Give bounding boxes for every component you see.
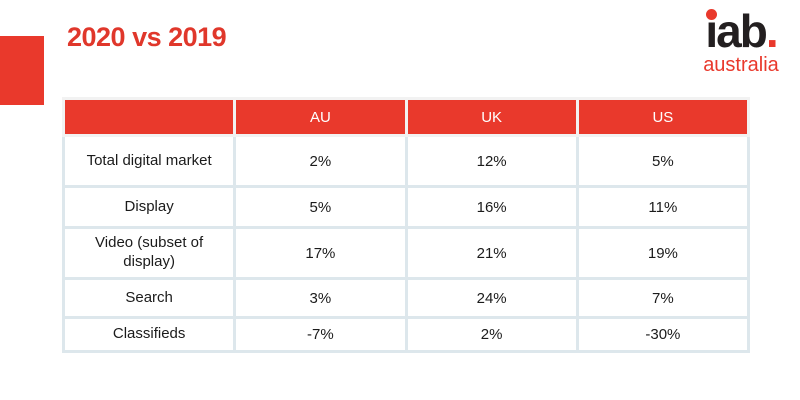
cell-value: 2% bbox=[233, 134, 408, 188]
logo-period: . bbox=[765, 5, 779, 57]
cell-value: 12% bbox=[404, 134, 579, 188]
red-accent-bar bbox=[0, 36, 44, 105]
header-row: AU UK US bbox=[61, 97, 751, 137]
row-label: Total digital market bbox=[61, 134, 237, 188]
cell-value: 19% bbox=[575, 226, 751, 280]
cell-value: 11% bbox=[575, 185, 751, 229]
table-row: Total digital market 2% 12% 5% bbox=[61, 134, 751, 188]
cell-value: -7% bbox=[233, 316, 408, 353]
iab-australia-logo: i ab. australia bbox=[687, 8, 795, 75]
logo-letter-i: i bbox=[705, 5, 718, 57]
cell-value: 21% bbox=[404, 226, 579, 280]
cell-value: 16% bbox=[404, 185, 579, 229]
corner-header-cell bbox=[61, 97, 237, 137]
cell-value: 7% bbox=[575, 277, 751, 319]
column-header-us: US bbox=[575, 97, 751, 137]
logo-wordmark: i ab. bbox=[705, 5, 779, 57]
row-label: Display bbox=[61, 185, 237, 229]
row-label: Search bbox=[61, 277, 237, 319]
column-header-au: AU bbox=[233, 97, 408, 137]
table-row: Search 3% 24% 7% bbox=[61, 277, 751, 319]
logo-i-dot-icon bbox=[706, 9, 718, 20]
cell-value: 5% bbox=[575, 134, 751, 188]
table-row: Video (subset of display) 17% 21% 19% bbox=[61, 226, 751, 280]
row-label: Video (subset of display) bbox=[61, 226, 237, 280]
growth-table: AU UK US Total digital market 2% 12% 5% … bbox=[61, 97, 751, 353]
logo-subtext: australia bbox=[703, 54, 779, 76]
cell-value: 17% bbox=[233, 226, 408, 280]
column-header-uk: UK bbox=[404, 97, 579, 137]
cell-value: 24% bbox=[404, 277, 579, 319]
table-row: Display 5% 16% 11% bbox=[61, 185, 751, 229]
cell-value: 3% bbox=[233, 277, 408, 319]
table-row: Classifieds -7% 2% -30% bbox=[61, 316, 751, 353]
page-title: 2020 vs 2019 bbox=[67, 22, 227, 52]
cell-value: -30% bbox=[575, 316, 751, 353]
cell-value: 2% bbox=[404, 316, 579, 353]
row-label: Classifieds bbox=[61, 316, 237, 353]
logo-letters-ab: ab bbox=[716, 5, 768, 57]
cell-value: 5% bbox=[233, 185, 408, 229]
